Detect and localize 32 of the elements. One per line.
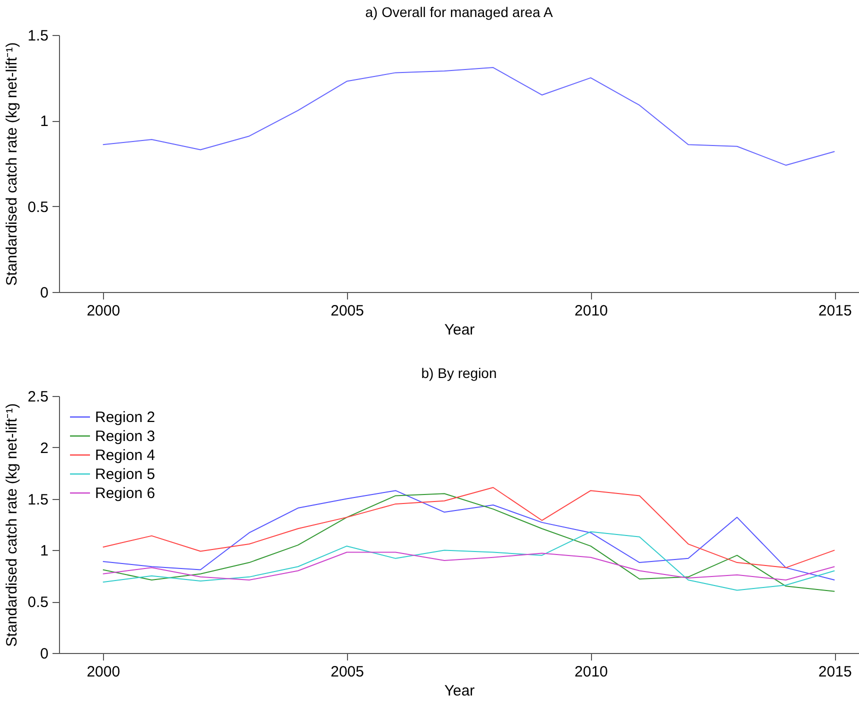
x-tick-label: 2010 <box>574 302 608 320</box>
x-tick-label: 2000 <box>86 302 120 320</box>
y-tick-label: 0.5 <box>28 198 48 216</box>
y-tick-label: 2 <box>40 440 48 457</box>
x-tick-label: 2005 <box>330 302 364 320</box>
y-tick-label: 0.5 <box>28 594 48 612</box>
x-tick-label: 2015 <box>818 664 852 680</box>
chart-title: b) By region <box>421 365 497 381</box>
legend-label: Region 6 <box>95 485 156 502</box>
legend-label: Region 4 <box>95 447 156 464</box>
y-tick-label: 0 <box>40 284 48 302</box>
y-tick-label: 0 <box>40 646 48 662</box>
y-axis-title: Standardised catch rate (kg net-lift⁻¹) <box>4 42 21 286</box>
x-axis-title: Year <box>444 322 475 338</box>
y-tick-label: 2.5 <box>28 388 48 406</box>
line-series <box>102 67 836 166</box>
chart-title: a) Overall for managed area A <box>365 4 554 20</box>
legend-label: Region 5 <box>95 466 156 483</box>
x-tick-label: 2000 <box>86 664 120 680</box>
legend-label: Region 2 <box>95 409 156 426</box>
legend-label: Region 3 <box>95 428 156 445</box>
line-series <box>102 552 836 581</box>
line-series <box>102 531 836 591</box>
x-tick-label: 2015 <box>818 302 852 320</box>
y-tick-label: 1 <box>40 542 48 560</box>
y-tick-label: 1.5 <box>28 491 48 508</box>
y-tick-label: 1 <box>40 113 48 130</box>
x-axis-title: Year <box>444 682 475 700</box>
y-axis-title: Standardised catch rate (kg net-lift⁻¹) <box>4 403 21 647</box>
x-tick-label: 2005 <box>330 664 364 680</box>
y-tick-label: 1.5 <box>28 28 48 44</box>
x-tick-label: 2010 <box>574 664 608 680</box>
